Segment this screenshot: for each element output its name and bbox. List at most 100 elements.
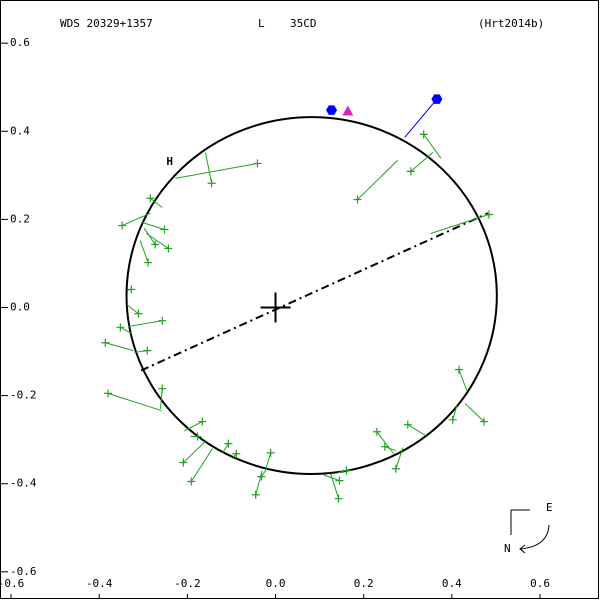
observation — [480, 417, 489, 426]
observation — [164, 244, 173, 253]
speckle-label: H — [166, 155, 173, 168]
observation — [232, 449, 241, 458]
residual-line — [357, 159, 398, 200]
x-tick-label: -0.2 — [174, 577, 201, 590]
y-tick-label: -0.2 — [10, 389, 37, 402]
residual-line — [175, 162, 258, 179]
observation — [146, 194, 155, 203]
observation — [144, 258, 153, 267]
observation — [151, 240, 160, 249]
title: WDS 20329+1357 — [60, 17, 153, 30]
residual-line — [120, 326, 132, 334]
observation — [193, 432, 202, 441]
residual-line — [330, 473, 340, 499]
observation — [127, 285, 136, 294]
observation — [251, 490, 260, 499]
special-point — [431, 94, 443, 104]
residual-line — [458, 369, 468, 391]
primary-star — [260, 292, 291, 323]
observation — [160, 225, 169, 234]
y-tick-label: 0.2 — [10, 212, 30, 225]
x-tick-label: -0.4 — [86, 577, 113, 590]
residual-line — [150, 197, 163, 208]
residual-line — [183, 440, 207, 463]
residual-line — [264, 452, 272, 471]
observation — [187, 477, 196, 486]
observation — [342, 466, 351, 475]
observation — [257, 472, 266, 481]
observation — [454, 365, 463, 374]
compass — [510, 509, 550, 554]
residual-line — [430, 214, 490, 234]
observation — [198, 417, 207, 426]
residual-line — [142, 221, 165, 230]
special-point — [326, 105, 338, 115]
compass-arrowhead — [519, 544, 526, 554]
compass-east: E — [546, 501, 553, 514]
y-tick-label: 0.4 — [10, 124, 30, 137]
residual-line — [410, 152, 434, 172]
observation — [134, 309, 143, 318]
component: L — [258, 17, 265, 30]
observation — [116, 323, 125, 332]
residual-line — [146, 233, 169, 249]
compass-axes — [510, 509, 530, 535]
residual-line — [222, 443, 229, 454]
residual-line — [143, 227, 156, 245]
residual-line — [204, 152, 213, 184]
observation — [158, 384, 167, 393]
residual-line — [139, 240, 149, 263]
residual-line — [384, 446, 397, 452]
compass-arrow — [520, 524, 550, 550]
residual-line — [107, 392, 162, 412]
observation — [448, 415, 457, 424]
y-tick-label: -0.6 — [10, 565, 37, 578]
residual-line — [190, 448, 213, 482]
residual-line — [452, 405, 458, 420]
observation — [158, 316, 167, 325]
residual-line — [407, 424, 427, 437]
observation — [253, 159, 262, 168]
observation — [403, 420, 412, 429]
observation — [207, 179, 216, 188]
y-tick-label: 0.0 — [10, 300, 30, 313]
residual-line — [423, 134, 442, 159]
orbit — [125, 116, 498, 476]
discoverer: 35CD — [290, 17, 317, 30]
observation — [179, 458, 188, 467]
special-point — [342, 105, 354, 116]
reference: (Hrt2014b) — [478, 17, 544, 30]
observation — [143, 346, 152, 355]
observation — [101, 338, 110, 347]
x-tick-label: 0.4 — [442, 577, 462, 590]
residual-line — [105, 342, 134, 352]
observation — [419, 130, 428, 139]
observation — [406, 167, 415, 176]
residual-line — [464, 403, 485, 422]
residual-line — [127, 304, 139, 315]
residual-line — [404, 98, 438, 138]
residual-line — [128, 320, 163, 327]
observation — [224, 439, 233, 448]
x-tick-label: -0.6 — [0, 577, 24, 590]
residual-line — [121, 212, 151, 227]
residual-line — [184, 421, 203, 432]
observation — [118, 221, 127, 230]
observation — [391, 464, 400, 473]
observation — [380, 442, 389, 451]
observation — [334, 494, 343, 503]
residual-line — [231, 453, 237, 459]
observation — [484, 210, 493, 219]
observation — [372, 427, 381, 436]
y-tick-label: 0.6 — [10, 36, 30, 49]
observation — [335, 476, 344, 485]
x-tick-label: 0.6 — [530, 577, 550, 590]
x-tick-label: 0.0 — [266, 577, 286, 590]
observation — [266, 448, 275, 457]
observation — [104, 389, 113, 398]
y-tick-label: -0.4 — [10, 477, 37, 490]
observation — [353, 195, 362, 204]
x-tick-label: 0.2 — [354, 577, 374, 590]
